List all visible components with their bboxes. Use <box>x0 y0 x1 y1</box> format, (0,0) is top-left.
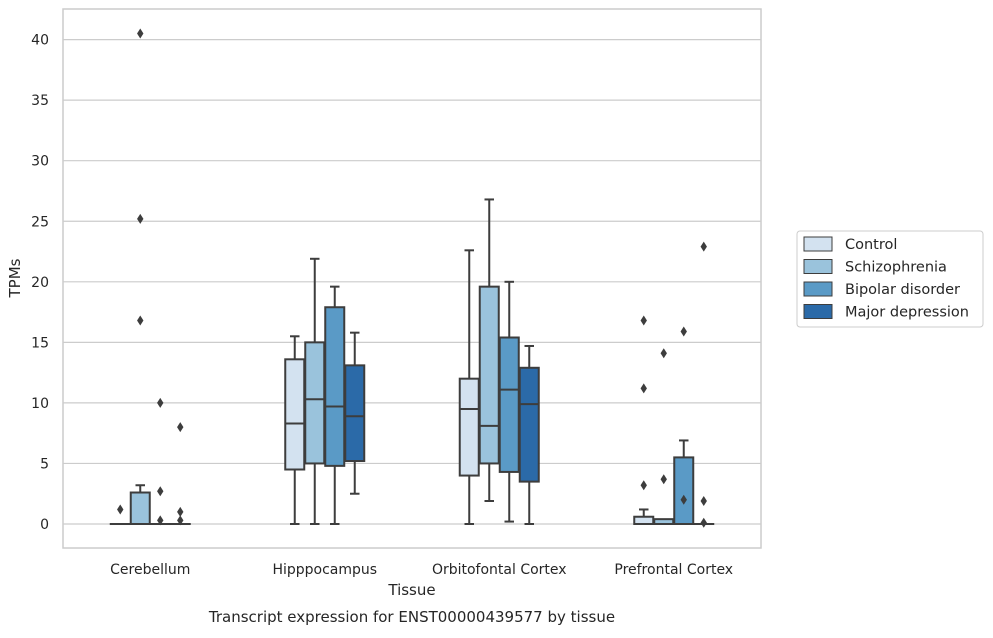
y-tick-label: 10 <box>31 396 49 412</box>
x-axis-label: Tissue <box>387 581 435 599</box>
legend-swatch <box>804 260 832 274</box>
legend-swatch <box>804 237 832 251</box>
x-tick-label: Cerebellum <box>110 562 190 578</box>
legend-swatch <box>804 282 832 296</box>
legend-swatch <box>804 305 832 319</box>
box-body <box>345 365 364 461</box>
legend-label: Control <box>845 237 897 253</box>
box-body <box>285 359 304 469</box>
y-tick-label: 35 <box>31 93 49 109</box>
y-tick-labels: 0 5 10 15 20 25 30 35 40 <box>31 33 49 533</box>
y-tick-label: 25 <box>31 214 49 230</box>
box-body <box>500 338 519 472</box>
legend-label: Major depression <box>845 305 969 321</box>
y-tick-label: 20 <box>31 275 49 291</box>
box-body <box>325 307 344 466</box>
y-axis-label: TPMs <box>6 258 24 298</box>
plot-area <box>63 9 761 548</box>
box-body <box>480 287 499 464</box>
x-tick-labels: Cerebellum Hipppocampus Orbitofontal Corte… <box>110 562 733 578</box>
y-tick-label: 0 <box>40 517 49 533</box>
box-body <box>520 368 539 482</box>
y-tick-label: 15 <box>31 335 49 351</box>
x-tick-label: Prefrontal Cortex <box>614 562 733 578</box>
y-tick-label: 30 <box>31 154 49 170</box>
box-body <box>674 457 693 524</box>
chart-caption: Transcript expression for ENST0000043957… <box>208 608 615 626</box>
x-tick-label: Hipppocampus <box>272 562 377 578</box>
y-tick-label: 40 <box>31 33 49 49</box>
box-body <box>305 342 324 463</box>
box-body <box>634 517 653 524</box>
y-tick-label: 5 <box>40 456 49 472</box>
legend-label: Schizophrenia <box>845 260 947 276</box>
box-body <box>131 493 150 524</box>
x-tick-label: Orbitofontal Cortex <box>432 562 567 578</box>
legend: Control Schizophrenia Bipolar disorder Majo… <box>797 231 983 327</box>
box-body <box>460 379 479 476</box>
legend-label: Bipolar disorder <box>845 282 960 298</box>
